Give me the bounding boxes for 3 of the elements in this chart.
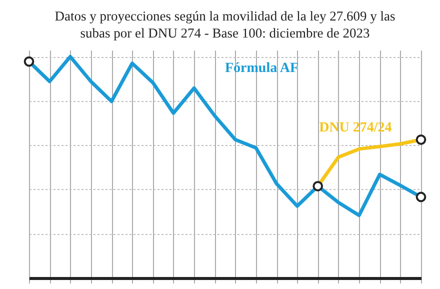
chart-title: Datos y proyecciones según la movilidad de la ley 27.609 y las subas por el DNU 274 - Base 100: diciembre de 2023 <box>54 8 396 40</box>
text: Fórmula AF <box>225 61 298 76</box>
series-label: DNU 274/24 <box>319 120 392 136</box>
